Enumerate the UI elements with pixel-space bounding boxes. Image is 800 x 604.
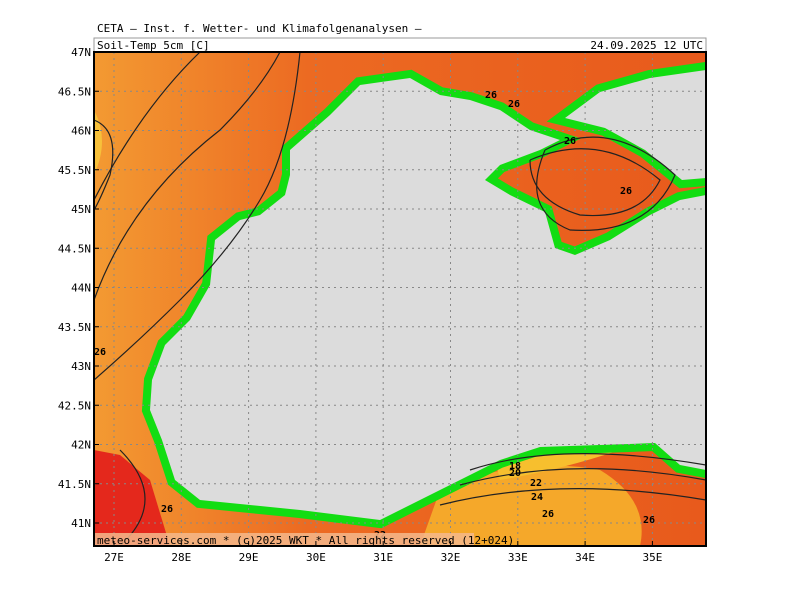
lat-label: 46N xyxy=(71,125,91,138)
contour-label: 20 xyxy=(509,468,521,479)
contour-label: 26 xyxy=(542,509,554,520)
lat-label: 43.5N xyxy=(58,321,91,334)
lat-label: 45N xyxy=(71,203,91,216)
lat-label: 44N xyxy=(71,282,91,295)
lon-label: 34E xyxy=(575,551,595,564)
contour xyxy=(536,136,676,231)
cool-area xyxy=(420,465,642,546)
institute: CETA — Inst. f. Wetter- und Klimafolgena… xyxy=(97,22,422,35)
contour-label: 26 xyxy=(94,347,106,358)
water xyxy=(565,70,706,180)
contour-label: 26 xyxy=(564,136,576,147)
lon-label: 27E xyxy=(104,551,124,564)
map-frame xyxy=(93,51,707,547)
contour-label: 26 xyxy=(161,504,173,515)
lon-label: 31E xyxy=(373,551,393,564)
footer-box xyxy=(94,533,474,546)
contour-label: 22 xyxy=(530,478,542,489)
contour-label: 24 xyxy=(531,492,543,503)
contour xyxy=(529,148,661,217)
lat-label: 47N xyxy=(71,46,91,59)
contours xyxy=(94,52,706,546)
lon-label: 32E xyxy=(441,551,461,564)
lat-label: 42N xyxy=(71,439,91,452)
lat-label: 45.5N xyxy=(58,164,91,177)
lat-label: 43N xyxy=(71,360,91,373)
contour xyxy=(94,52,301,381)
water xyxy=(150,78,706,520)
grid xyxy=(94,52,706,546)
contour-label: 26 xyxy=(485,90,497,101)
parameter: Soil-Temp 5cm [C] xyxy=(97,39,210,52)
lon-label: 35E xyxy=(642,551,662,564)
contour xyxy=(439,488,706,506)
lon-label: 30E xyxy=(306,551,326,564)
lat-label: 44.5N xyxy=(58,242,91,255)
contour-label: 26 xyxy=(643,515,655,526)
map-area: 26262626262618202224262622 meteo-service… xyxy=(94,52,706,547)
valid-time: 24.09.2025 12 UTC xyxy=(590,39,703,52)
lat-label: 41N xyxy=(71,517,91,530)
lon-label: 29E xyxy=(239,551,259,564)
lon-label: 33E xyxy=(508,551,528,564)
warm-area xyxy=(94,110,102,175)
footer-credit: meteo-services.com * (c)2025 WKT * All r… xyxy=(97,534,514,547)
lon-label: 28E xyxy=(171,551,191,564)
axes: 47N 46.5N 46N 45.5N 45N 44.5N 44N 43.5N 43N 42.5N… xyxy=(58,46,662,564)
contour xyxy=(459,468,706,486)
lat-label: 42.5N xyxy=(58,399,91,412)
lat-label: 41.5N xyxy=(58,478,91,491)
contour xyxy=(94,52,281,301)
contour xyxy=(94,119,114,211)
contour xyxy=(469,453,706,471)
contour-label: 26 xyxy=(508,99,520,110)
contour xyxy=(94,52,201,201)
contour-label: 26 xyxy=(620,186,632,197)
lat-label: 46.5N xyxy=(58,85,91,98)
hot-area xyxy=(94,450,170,546)
contour-label: 18 xyxy=(509,461,521,472)
